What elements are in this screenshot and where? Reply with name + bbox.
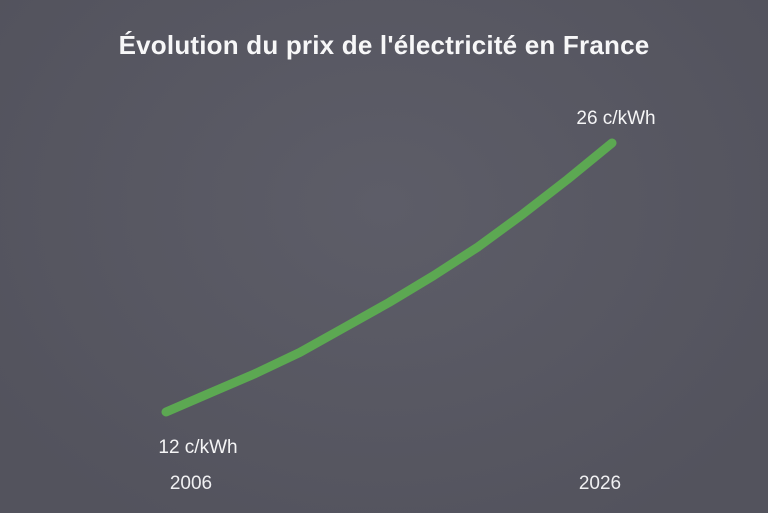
end-value-label: 26 c/kWh — [576, 108, 656, 129]
start-value-label: 12 c/kWh — [158, 437, 238, 458]
price-curve — [161, 138, 617, 417]
x-tick-start: 2006 — [169, 473, 213, 494]
chart-title: Évolution du prix de l'électricité en Fr… — [118, 30, 650, 60]
x-tick-end: 2026 — [578, 473, 622, 494]
